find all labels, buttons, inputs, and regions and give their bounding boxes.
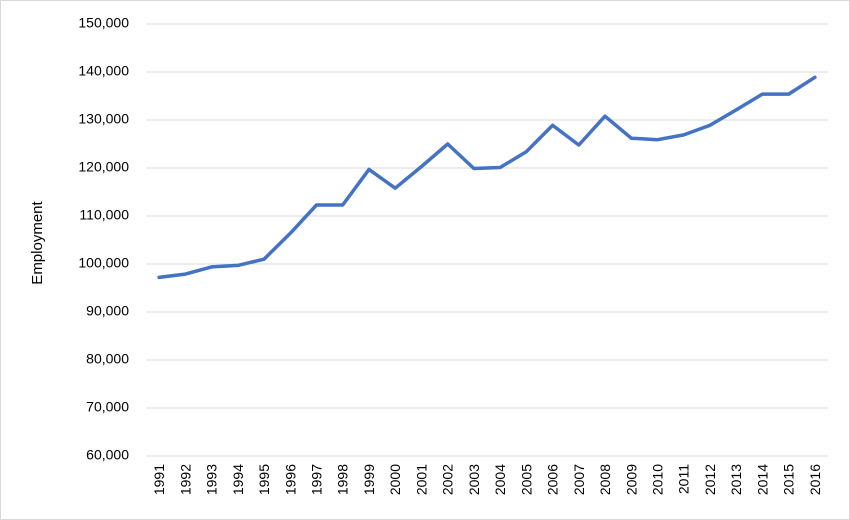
x-tick-label: 1997 bbox=[309, 464, 325, 495]
x-tick-label: 1992 bbox=[177, 464, 193, 495]
data-point bbox=[157, 275, 161, 279]
data-point bbox=[734, 108, 738, 112]
data-point bbox=[341, 203, 345, 207]
data-point bbox=[446, 142, 450, 146]
x-tick-label: 1993 bbox=[204, 464, 220, 495]
x-tick-label: 1995 bbox=[256, 464, 272, 495]
data-point bbox=[472, 166, 476, 170]
x-tick-label: 1999 bbox=[361, 464, 377, 495]
data-point bbox=[813, 75, 817, 79]
series-line bbox=[157, 75, 817, 280]
data-point bbox=[367, 167, 371, 171]
x-tick-label: 2005 bbox=[518, 464, 534, 495]
y-axis-tick-labels: 60,000 70,000 80,000 90,000 100,000 110,000 12… bbox=[78, 15, 129, 463]
x-tick-label: 2008 bbox=[597, 464, 613, 495]
y-tick-label: 120,000 bbox=[78, 159, 129, 175]
data-point bbox=[787, 92, 791, 96]
x-tick-label: 2006 bbox=[545, 464, 561, 495]
x-tick-label: 2012 bbox=[702, 464, 718, 495]
data-point bbox=[603, 114, 607, 118]
y-tick-label: 60,000 bbox=[86, 447, 129, 463]
x-tick-label: 2007 bbox=[571, 464, 587, 495]
data-point bbox=[524, 150, 528, 154]
gridlines bbox=[146, 23, 828, 457]
data-point bbox=[708, 123, 712, 127]
x-tick-label: 2001 bbox=[413, 464, 429, 495]
x-tick-label: 2002 bbox=[440, 464, 456, 495]
data-point bbox=[656, 138, 659, 142]
data-point bbox=[760, 92, 764, 96]
data-point bbox=[682, 133, 686, 137]
x-tick-label: 2004 bbox=[492, 464, 508, 495]
data-point bbox=[183, 272, 187, 276]
x-tick-label: 1991 bbox=[151, 464, 167, 495]
x-tick-label: 2010 bbox=[650, 464, 666, 495]
y-tick-label: 130,000 bbox=[78, 111, 129, 127]
x-tick-label: 2011 bbox=[676, 464, 692, 494]
x-tick-label: 2003 bbox=[466, 464, 482, 495]
x-tick-label: 1994 bbox=[230, 464, 246, 495]
data-point bbox=[315, 203, 318, 207]
series-group bbox=[157, 75, 817, 280]
y-tick-label: 70,000 bbox=[86, 399, 129, 415]
data-point bbox=[498, 166, 502, 170]
data-point bbox=[262, 257, 266, 261]
data-point bbox=[210, 265, 214, 269]
x-tick-label: 2014 bbox=[754, 464, 770, 495]
data-point bbox=[393, 186, 397, 190]
x-tick-label: 2013 bbox=[728, 464, 744, 495]
x-tick-label: 2009 bbox=[623, 464, 639, 495]
data-point bbox=[551, 123, 555, 127]
data-point bbox=[288, 231, 292, 235]
y-tick-label: 90,000 bbox=[86, 303, 129, 319]
x-tick-label: 2000 bbox=[387, 464, 403, 495]
y-tick-label: 100,000 bbox=[78, 255, 129, 271]
data-point bbox=[629, 136, 633, 140]
x-tick-label: 2016 bbox=[807, 464, 823, 495]
y-tick-label: 150,000 bbox=[78, 15, 129, 31]
y-tick-label: 110,000 bbox=[79, 207, 129, 223]
y-tick-label: 140,000 bbox=[78, 63, 129, 79]
data-point bbox=[236, 263, 240, 267]
data-point bbox=[577, 143, 581, 147]
x-tick-label: 2015 bbox=[781, 464, 797, 495]
y-axis-title: Employment bbox=[29, 200, 46, 284]
y-tick-label: 80,000 bbox=[86, 351, 129, 367]
x-tick-label: 1996 bbox=[282, 464, 298, 495]
x-axis-tick-labels: 1991 1992 1993 1994 1995 1996 1997 1998 1999 2000… bbox=[151, 464, 823, 495]
x-tick-label: 1998 bbox=[335, 464, 351, 495]
data-point bbox=[419, 165, 423, 169]
